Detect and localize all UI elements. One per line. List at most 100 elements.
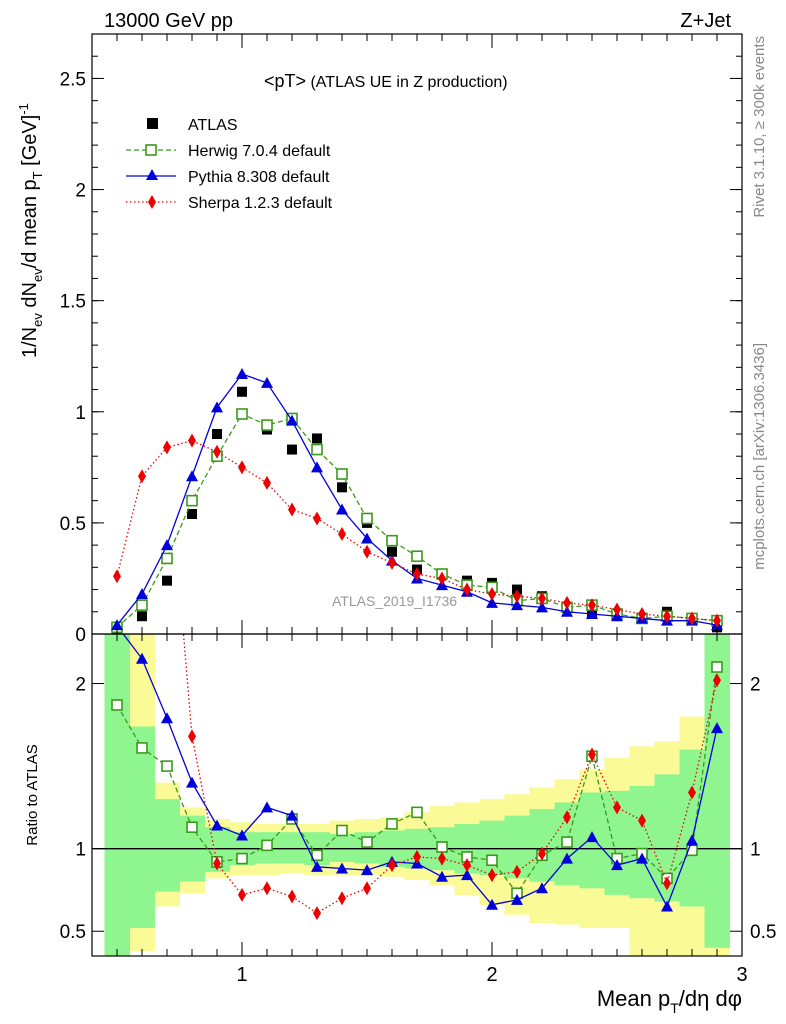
main-point-sherpa: [388, 555, 396, 570]
ratio-point-pythia: [336, 862, 348, 874]
ratio-ytick-label-right: 1: [750, 840, 761, 861]
main-point-herwig: [136, 599, 148, 611]
main-point-atlas: [187, 509, 197, 519]
ratio-series-herwig: [111, 661, 723, 900]
ratio-point-herwig: [136, 742, 148, 754]
ratio-point-pythia: [461, 869, 473, 881]
main-point-herwig: [236, 408, 248, 420]
ratio-ytick-label-right: 2: [750, 675, 761, 696]
main-ytick-label: 1.5: [60, 292, 86, 313]
ratio-point-sherpa: [688, 785, 696, 800]
ratio-point-sherpa: [188, 729, 196, 744]
ratio-point-pythia: [711, 722, 723, 734]
ratio-point-pythia: [436, 870, 448, 882]
ratio-point-pythia: [686, 834, 698, 846]
x-axis-label: Mean pT/dη dφ: [597, 986, 742, 1016]
main-ylabel: 1/Nev dNev/d mean pT [GeV]-1: [16, 103, 45, 358]
ratio-point-sherpa: [263, 881, 271, 896]
green-band-bin: [104, 634, 130, 956]
ratio-point-pythia: [361, 864, 373, 876]
ratio-point-sherpa: [438, 851, 446, 866]
ratio-point-sherpa: [388, 858, 396, 873]
main-point-sherpa: [413, 567, 421, 581]
ratio-series-sherpa: [182, 634, 721, 921]
ratio-ytick-label: 2: [75, 675, 86, 696]
rivet-label: Rivet 3.1.10, ≥ 300k events: [751, 36, 768, 218]
main-point-sherpa: [613, 602, 621, 617]
legend: ATLAS Herwig 7.0.4 default Pythia 8.308 …: [126, 117, 333, 212]
ratio-point-pythia: [536, 882, 548, 894]
main-point-sherpa: [238, 460, 246, 475]
ratio-point-sherpa: [238, 887, 246, 902]
main-point-atlas: [312, 433, 322, 444]
main-point-herwig: [311, 443, 323, 456]
ratio-ytick-label: 1: [75, 840, 86, 861]
green-band-bin: [154, 799, 180, 892]
header-left: 13000 GeV pp: [104, 10, 233, 32]
xtick-label: 3: [736, 964, 747, 986]
legend-entry-pythia: Pythia 8.308 default: [126, 169, 330, 186]
main-point-sherpa: [313, 511, 321, 526]
ratio-point-herwig: [236, 852, 248, 865]
ratio-point-sherpa: [338, 891, 346, 906]
ratio-point-herwig: [486, 854, 498, 867]
main-ytick-label: 2.5: [60, 69, 86, 90]
main-point-sherpa: [588, 598, 596, 613]
main-point-pythia: [161, 539, 173, 551]
ratio-bands: [104, 634, 730, 956]
ratio-point-sherpa: [313, 906, 321, 921]
ratio-point-sherpa: [463, 858, 471, 873]
xtick-label: 2: [486, 964, 497, 986]
main-point-sherpa: [538, 591, 546, 606]
main-point-herwig: [411, 550, 423, 563]
main-point-pythia: [211, 401, 223, 413]
ratio-point-sherpa: [288, 889, 296, 904]
main-point-sherpa: [713, 613, 721, 628]
main-point-sherpa: [513, 589, 521, 604]
green-band-bin: [279, 832, 305, 864]
main-line-pythia: [116, 373, 718, 626]
main-point-sherpa: [138, 469, 146, 484]
main-point-sherpa: [163, 440, 171, 455]
main-point-sherpa: [213, 444, 221, 459]
header-right: Z+Jet: [680, 10, 731, 32]
ratio-point-pythia: [511, 893, 523, 905]
main-point-sherpa: [263, 475, 271, 490]
legend-atlas-label: ATLAS: [188, 117, 238, 134]
main-point-pythia: [111, 619, 123, 631]
ratio-point-pythia: [486, 898, 498, 910]
ratio-point-sherpa: [488, 868, 496, 883]
legend-sherpa-label: Sherpa 1.2.3 default: [188, 195, 333, 212]
watermark: ATLAS_2019_I1736: [332, 593, 457, 609]
main-point-pythia: [536, 601, 548, 613]
main-point-atlas: [337, 482, 347, 493]
legend-entry-atlas: ATLAS: [147, 117, 238, 134]
legend-sherpa-marker: [148, 195, 156, 209]
main-point-sherpa: [288, 502, 296, 517]
legend-entry-sherpa: Sherpa 1.2.3 default: [126, 195, 333, 212]
main-point-pythia: [236, 368, 248, 379]
main-point-atlas: [137, 611, 147, 622]
ratio-point-herwig: [111, 699, 123, 711]
xtick-label: 1: [236, 964, 247, 986]
green-band-bin: [629, 785, 655, 899]
green-band-bin: [329, 833, 355, 862]
main-point-sherpa: [688, 611, 696, 626]
legend-atlas-marker: [147, 118, 158, 129]
ratio-point-sherpa: [613, 800, 621, 815]
ratio-point-pythia: [136, 652, 148, 664]
ratio-point-pythia: [586, 831, 598, 843]
legend-pythia-label: Pythia 8.308 default: [188, 169, 330, 186]
main-point-sherpa: [638, 607, 646, 621]
main-point-herwig: [361, 512, 373, 525]
main-point-sherpa: [363, 544, 371, 559]
legend-herwig-label: Herwig 7.0.4 default: [188, 143, 331, 160]
main-point-atlas: [287, 444, 297, 455]
ratio-point-sherpa: [663, 876, 671, 891]
main-point-sherpa: [438, 571, 446, 586]
ratio-point-herwig: [361, 836, 373, 848]
main-point-sherpa: [188, 433, 196, 448]
main-point-herwig: [161, 552, 173, 565]
ratio-point-pythia: [611, 859, 623, 871]
